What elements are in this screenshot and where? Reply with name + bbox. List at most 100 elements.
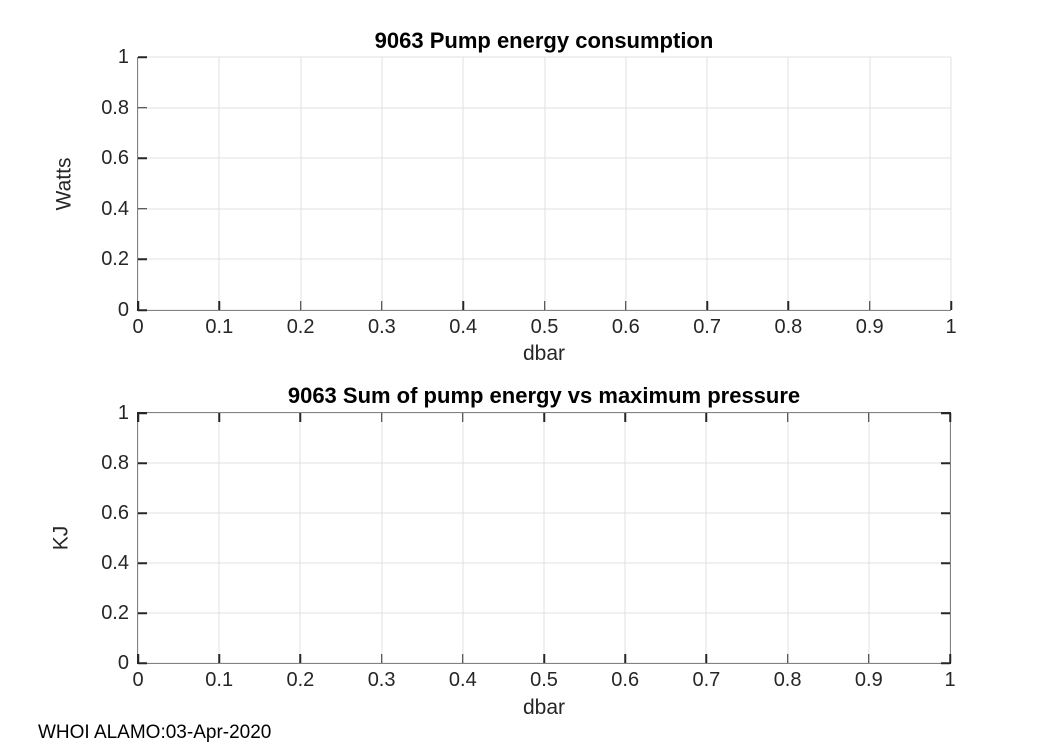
y-tick-mark	[138, 412, 147, 414]
y-tick-label: 0	[117, 652, 129, 674]
x-tick-label: 0.2	[286, 669, 315, 691]
y-tick-label: 0.8	[101, 452, 129, 474]
x-tick-label: 0.4	[448, 669, 477, 691]
y-gridline	[138, 56, 951, 58]
x-gridline	[462, 413, 464, 663]
x-gridline	[218, 57, 220, 310]
x-tick-mark	[543, 413, 545, 422]
y-tick-label: 0.8	[101, 96, 129, 119]
y-gridline	[138, 258, 951, 260]
x-tick-mark	[137, 301, 139, 310]
x-tick-mark	[868, 413, 870, 422]
x-tick-mark	[543, 301, 546, 310]
x-tick-label: 0.2	[286, 316, 315, 338]
x-tick-mark	[787, 301, 790, 310]
y-tick-mark	[941, 662, 950, 664]
x-gridline	[544, 57, 545, 310]
y-tick-mark	[138, 612, 147, 614]
x-tick-mark	[705, 413, 708, 422]
x-gridline	[381, 57, 383, 310]
y-gridline	[138, 662, 950, 664]
x-tick-mark	[218, 413, 220, 422]
x-tick-mark	[543, 654, 545, 663]
x-tick-mark	[299, 654, 302, 663]
x-tick-mark	[380, 413, 383, 422]
x-tick-mark	[786, 413, 789, 422]
x-tick-mark	[625, 301, 627, 310]
x-tick-mark	[137, 413, 139, 422]
y-tick-label: 1	[117, 402, 129, 424]
x-gridline	[137, 413, 139, 663]
y-tick-mark	[138, 56, 147, 58]
x-gridline	[787, 57, 789, 310]
y-gridline	[138, 107, 951, 109]
top-plot-y-axis-label: Watts	[52, 157, 76, 211]
x-tick-label: 0.4	[449, 316, 478, 338]
x-gridline	[950, 57, 952, 310]
x-tick-label: 0.6	[611, 316, 640, 338]
x-gridline	[218, 413, 220, 663]
y-tick-label: 0.4	[101, 197, 129, 220]
x-gridline	[868, 413, 870, 663]
y-tick-mark	[138, 258, 147, 261]
x-tick-label: 0.5	[530, 669, 558, 691]
x-tick-mark	[868, 654, 870, 663]
top-plot-title: 9063 Pump energy consumption	[374, 28, 714, 53]
x-gridline	[462, 57, 464, 310]
y-tick-mark	[941, 412, 950, 414]
x-tick-mark	[786, 654, 789, 663]
x-gridline	[949, 413, 951, 663]
x-tick-label: 0.7	[692, 669, 721, 691]
x-tick-label: 0.9	[855, 316, 884, 338]
y-tick-label: 0	[117, 299, 129, 321]
x-tick-label: 0	[132, 316, 144, 338]
x-gridline	[625, 57, 627, 310]
x-gridline	[299, 413, 301, 663]
x-tick-mark	[624, 654, 626, 663]
y-tick-mark	[941, 562, 950, 564]
y-tick-label: 1	[117, 46, 129, 68]
x-tick-label: 1	[944, 669, 956, 691]
x-tick-label: 1	[945, 316, 957, 338]
x-tick-mark	[218, 654, 220, 663]
x-tick-mark	[218, 301, 221, 310]
y-tick-mark	[941, 512, 950, 514]
x-gridline	[137, 57, 139, 310]
x-tick-mark	[462, 301, 464, 310]
y-gridline	[138, 309, 951, 311]
y-gridline	[138, 512, 950, 514]
x-tick-label: 0.7	[693, 316, 721, 338]
x-tick-mark	[380, 654, 383, 663]
x-tick-mark	[949, 413, 951, 422]
y-tick-mark	[138, 562, 147, 564]
y-gridline	[138, 157, 951, 159]
x-tick-mark	[381, 301, 383, 310]
top-plot-area: 0 0.1 0.2 0.3 0.4 0.5 0.6 0.7 0.8 0.9 1 0 0.2 0.4 0.6 0…	[101, 47, 956, 337]
x-tick-label: 0.3	[367, 669, 396, 691]
y-gridline	[138, 562, 950, 564]
y-tick-label: 0.2	[101, 602, 129, 624]
y-tick-label: 0.6	[101, 502, 129, 524]
x-gridline	[869, 57, 871, 310]
x-gridline	[300, 57, 302, 310]
x-tick-mark	[299, 413, 302, 422]
y-tick-label: 0.6	[101, 147, 129, 170]
x-tick-label: 0.1	[205, 669, 234, 691]
y-tick-mark	[941, 612, 950, 614]
x-tick-mark	[950, 301, 952, 310]
x-tick-mark	[706, 301, 708, 310]
y-gridline	[138, 208, 951, 210]
y-gridline	[138, 462, 950, 464]
x-gridline	[706, 57, 708, 310]
top-plot-x-axis-label: dbar	[522, 342, 566, 365]
bottom-plot-y-axis-label: KJ	[49, 525, 73, 551]
x-tick-mark	[705, 654, 708, 663]
x-gridline	[624, 413, 626, 663]
x-tick-label: 0.5	[530, 316, 559, 338]
x-gridline	[381, 413, 383, 663]
x-tick-label: 0.9	[854, 669, 883, 691]
x-tick-mark	[462, 413, 464, 422]
x-gridline	[543, 413, 545, 663]
x-tick-label: 0.1	[205, 316, 234, 338]
